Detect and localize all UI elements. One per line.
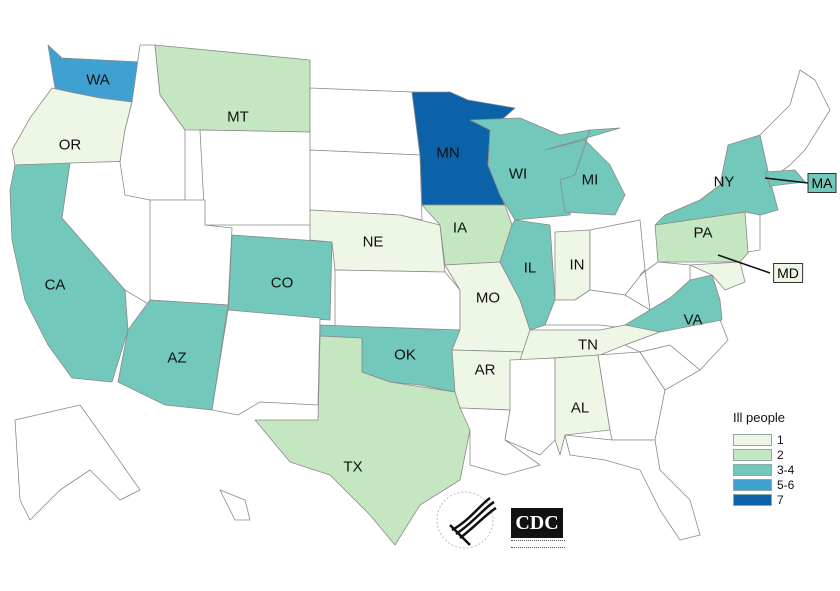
legend-swatch (733, 479, 772, 491)
legend-title: Ill people (733, 410, 786, 425)
legend-item: 3-4 (733, 463, 794, 477)
state-label-az: AZ (167, 349, 187, 367)
state-label-wa: WA (86, 71, 110, 89)
state-az (117, 299, 229, 411)
state-label-ma: MA (811, 175, 833, 191)
state-label-ar: AR (474, 361, 496, 379)
state-mi (544, 127, 626, 216)
callout-line-ma (764, 177, 809, 184)
state-label-ok: OK (394, 346, 416, 364)
state-ky (544, 289, 651, 331)
state-ne_states (759, 69, 831, 181)
state-label-mn: MN (436, 144, 460, 162)
legend-item: 2 (733, 448, 794, 462)
state-md (689, 261, 746, 291)
legend-swatch (733, 464, 772, 476)
state-label-mi: MI (581, 171, 599, 189)
callout-line-md (717, 254, 771, 274)
state-label-co: CO (270, 274, 294, 292)
state-label-ca: CA (44, 276, 66, 294)
state-hi (219, 489, 251, 521)
state-tx (254, 335, 471, 546)
state-label-mo: MO (475, 289, 501, 307)
legend-swatch (733, 434, 772, 446)
legend-label: 7 (777, 493, 784, 507)
state-label-ia: IA (452, 219, 468, 237)
legend: Ill people 1 2 3-4 5-6 7 (733, 410, 794, 508)
state-nd (309, 87, 421, 156)
state-label-al: AL (570, 399, 590, 417)
state-label-pa: PA (693, 224, 713, 242)
legend-item: 5-6 (733, 478, 794, 492)
legend-swatch (733, 449, 772, 461)
state-wv (639, 261, 691, 311)
legend-item: 1 (733, 433, 794, 447)
state-label-in: IN (569, 256, 585, 274)
state-callout-ma: MA (807, 173, 837, 193)
cdc-logo-subtitle (511, 540, 565, 548)
state-ak (14, 404, 141, 521)
legend-label: 1 (777, 433, 784, 447)
state-wy (199, 129, 313, 226)
legend-swatch (733, 494, 772, 506)
state-nj (744, 211, 761, 253)
cdc-logo: CDC (511, 508, 563, 538)
legend-item: 7 (733, 493, 794, 507)
state-label-va: VA (683, 311, 703, 329)
state-wi (469, 117, 591, 221)
state-oh (589, 219, 646, 296)
legend-label: 3-4 (777, 463, 795, 477)
state-label-tx: TX (343, 458, 363, 476)
state-label-tn: TN (578, 336, 598, 354)
state-label-ny: NY (713, 173, 735, 191)
legend-label: 2 (777, 448, 784, 462)
state-fl (564, 434, 701, 541)
state-label-md: MD (777, 265, 799, 281)
state-callout-md: MD (773, 263, 803, 283)
state-ks (334, 269, 461, 331)
state-label-il: IL (523, 259, 537, 277)
state-label-wi: WI (508, 165, 528, 183)
legend-label: 5-6 (777, 478, 795, 492)
state-label-ne: NE (362, 233, 384, 251)
state-label-or: OR (58, 136, 82, 154)
state-sd (309, 149, 423, 221)
state-co (227, 234, 333, 321)
state-label-mt: MT (227, 108, 249, 126)
state-nm (211, 309, 321, 416)
state-ms (504, 357, 556, 456)
